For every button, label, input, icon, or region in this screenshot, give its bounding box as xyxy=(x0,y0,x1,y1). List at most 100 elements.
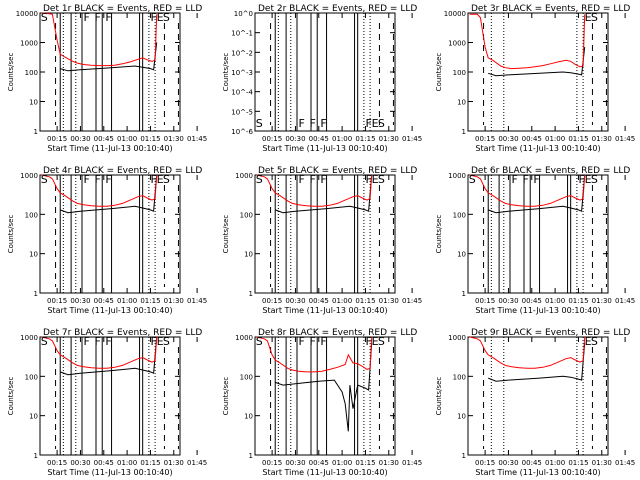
series-events-line xyxy=(488,47,586,77)
x-tick-label: 00:15 xyxy=(475,459,495,467)
marker-letter: E xyxy=(585,335,592,348)
y-tick-label: 10 xyxy=(29,251,38,259)
marker-letter: S xyxy=(256,117,263,130)
y-tick-label: 1000 xyxy=(235,172,253,180)
marker-letter: S xyxy=(163,335,170,348)
marker-letter: E xyxy=(372,173,379,186)
x-axis-label: Start Time (11-Jul-13 00:10:40) xyxy=(475,468,600,477)
y-tick-label: 10^-4 xyxy=(231,89,253,97)
x-tick-label: 00:15 xyxy=(475,135,495,143)
y-tick-label: 1000 xyxy=(448,172,466,180)
y-tick-label: 10^-2 xyxy=(231,49,253,57)
panel-det-5r: Det 5r BLACK = Events, RED = LLD 1 10 100 10… xyxy=(222,166,422,315)
marker-letter: S xyxy=(256,335,263,348)
y-axis-label: Counts/sec xyxy=(7,377,15,416)
y-tick-label: 1 xyxy=(34,290,38,298)
y-tick-label: 10 xyxy=(457,99,466,107)
marker-letter: F xyxy=(309,335,315,348)
x-tick-label: 01:00 xyxy=(545,135,565,143)
y-axis-label: Counts/sec xyxy=(222,215,230,254)
series-lld-line xyxy=(469,336,586,369)
y-tick-label: 1000 xyxy=(448,40,466,48)
marker-letter: F xyxy=(578,173,584,186)
marker-letter: S xyxy=(591,11,598,24)
y-tick-label: 10 xyxy=(244,251,253,259)
plot-frame xyxy=(254,12,396,132)
marker-letter: E xyxy=(372,117,379,130)
marker-letter: S xyxy=(591,173,598,186)
marker-letter: F xyxy=(94,11,100,24)
marker-letter: S xyxy=(378,173,385,186)
x-tick-label: 00:30 xyxy=(70,297,90,305)
plot-frame xyxy=(467,336,609,456)
y-tick-label: 10^-1 xyxy=(231,30,253,38)
x-tick-label: 00:15 xyxy=(47,297,67,305)
x-tick-label: 00:30 xyxy=(498,297,518,305)
x-axis-label: Start Time (11-Jul-13 00:10:40) xyxy=(475,144,600,153)
panel-det-9r: Det 9r BLACK = Events, RED = LLD 1 10 100 10… xyxy=(435,328,635,477)
x-tick-label: 00:45 xyxy=(522,135,542,143)
marker-letter: F xyxy=(299,117,305,130)
x-tick-label: 01:15 xyxy=(140,459,160,467)
y-tick-label: 1000 xyxy=(235,334,253,342)
marker-letter: E xyxy=(157,335,164,348)
y-tick-label: 10000 xyxy=(444,10,466,18)
x-tick-label: 01:45 xyxy=(187,459,207,467)
plot-frame xyxy=(467,174,609,294)
series-lld-line xyxy=(256,336,373,373)
y-tick-label: 100 xyxy=(240,211,253,219)
panel-det-1r: Det 1r BLACK = Events, RED = LLD 1 10 100 10… xyxy=(7,4,207,153)
marker-letter: F xyxy=(365,335,371,348)
panel-title: Det 8r BLACK = Events, RED = LLD xyxy=(258,328,417,338)
marker-letter: F xyxy=(105,335,111,348)
y-tick-label: 100 xyxy=(453,373,466,381)
x-tick-label: 01:45 xyxy=(402,459,422,467)
series-events-line xyxy=(60,174,158,214)
marker-letter: F xyxy=(84,335,90,348)
y-tick-label: 1 xyxy=(462,290,466,298)
y-tick-label: 1000 xyxy=(20,40,38,48)
marker-letter: E xyxy=(157,173,164,186)
y-tick-label: 100 xyxy=(25,69,38,77)
x-tick-label: 01:00 xyxy=(332,135,352,143)
marker-letter: S xyxy=(469,173,476,186)
plot-frame xyxy=(254,336,396,456)
x-tick-label: 00:30 xyxy=(285,135,305,143)
y-tick-label: 10 xyxy=(457,251,466,259)
x-tick-label: 01:30 xyxy=(379,297,399,305)
y-axis-label: Counts/sec xyxy=(7,53,15,92)
marker-letter: F xyxy=(320,335,326,348)
y-axis-label: Counts/sec xyxy=(435,53,443,92)
y-tick-label: 100 xyxy=(25,373,38,381)
marker-letter: S xyxy=(378,335,385,348)
panel-title: Det 9r BLACK = Events, RED = LLD xyxy=(471,328,630,338)
y-tick-label: 10 xyxy=(29,99,38,107)
x-tick-label: 00:45 xyxy=(309,459,329,467)
y-tick-label: 1 xyxy=(34,452,38,460)
y-axis-label: Counts/sec xyxy=(222,53,230,92)
plot-frame xyxy=(39,12,181,132)
y-tick-label: 100 xyxy=(240,373,253,381)
x-tick-label: 01:00 xyxy=(332,459,352,467)
x-tick-label: 01:45 xyxy=(187,135,207,143)
y-axis-label: Counts/sec xyxy=(7,215,15,254)
x-tick-label: 01:45 xyxy=(615,135,635,143)
x-axis-label: Start Time (11-Jul-13 00:10:40) xyxy=(262,306,387,315)
y-axis-label: Counts/sec xyxy=(435,377,443,416)
x-axis-label: Start Time (11-Jul-13 00:10:40) xyxy=(47,306,172,315)
x-tick-label: 01:15 xyxy=(140,135,160,143)
series-events-line xyxy=(275,174,373,214)
panel-title: Det 6r BLACK = Events, RED = LLD xyxy=(471,166,630,176)
series-events-line xyxy=(488,343,586,382)
x-tick-label: 01:00 xyxy=(117,135,137,143)
marker-letter: F xyxy=(94,335,100,348)
x-tick-label: 00:45 xyxy=(309,297,329,305)
x-tick-label: 01:15 xyxy=(568,297,588,305)
marker-letter: F xyxy=(309,173,315,186)
x-tick-label: 01:15 xyxy=(568,459,588,467)
x-tick-label: 00:45 xyxy=(94,135,114,143)
x-axis-label: Start Time (11-Jul-13 00:10:40) xyxy=(475,306,600,315)
y-tick-label: 10^-6 xyxy=(231,128,253,136)
x-tick-label: 01:45 xyxy=(187,297,207,305)
